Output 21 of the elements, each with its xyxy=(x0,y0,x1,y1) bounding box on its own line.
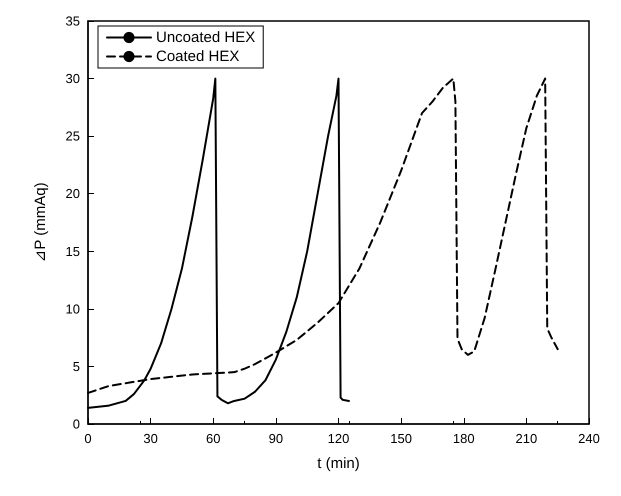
y-tick-label: 0 xyxy=(72,416,80,432)
x-tick-label: 180 xyxy=(452,431,475,446)
x-tick-label: 60 xyxy=(206,431,220,446)
x-tick-label: 90 xyxy=(268,431,284,446)
legend-label: Uncoated HEX xyxy=(156,29,256,46)
y-tick-label: 35 xyxy=(66,14,80,28)
x-tick-label: 30 xyxy=(143,431,158,446)
x-tick-label: 120 xyxy=(328,431,350,446)
x-tick-label: 210 xyxy=(516,431,538,446)
y-axis-title: ⊿P (mmAq) xyxy=(32,182,49,263)
y-tick-label: 15 xyxy=(66,244,80,259)
y-tick-label: 20 xyxy=(66,186,80,202)
x-tick-label: 150 xyxy=(390,431,412,446)
x-axis-title: t (min) xyxy=(317,455,360,472)
y-tick-label: 25 xyxy=(66,128,80,144)
x-tick-label: 240 xyxy=(578,431,600,446)
y-tick-label: 5 xyxy=(72,358,80,374)
y-tick-label: 30 xyxy=(66,71,80,86)
legend-label: Coated HEX xyxy=(156,48,240,65)
y-tick-label: 10 xyxy=(66,301,80,316)
x-tick-label: 0 xyxy=(84,431,92,446)
